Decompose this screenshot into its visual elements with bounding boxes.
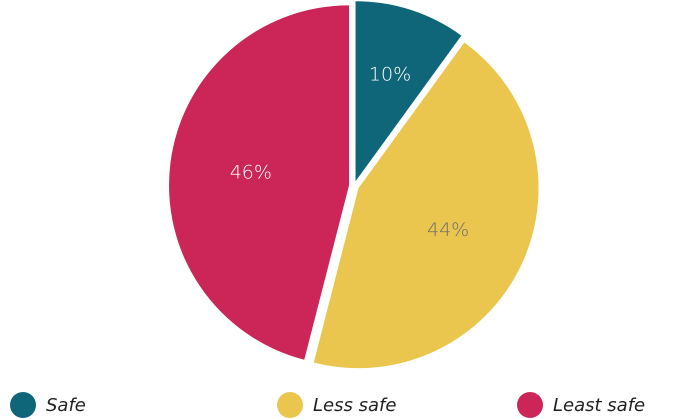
legend-item-safe[interactable]: Safe: [10, 391, 86, 419]
legend-swatch-least-safe: [517, 392, 543, 418]
pie-label-safe: 10%: [369, 64, 411, 86]
legend-label-less-safe: Less safe: [313, 394, 397, 416]
legend-item-least-safe[interactable]: Least safe: [517, 391, 645, 419]
pie-label-least-safe: 46%: [230, 161, 272, 183]
legend-item-less-safe[interactable]: Less safe: [277, 391, 396, 419]
legend-swatch-safe: [10, 392, 36, 418]
pie-slice-labels: 10% 44% 46%: [230, 64, 470, 241]
pie-slices: [169, 1, 539, 369]
pie-slice-safe[interactable]: [355, 1, 462, 182]
pie-label-less-safe: 44%: [427, 219, 469, 241]
legend-label-safe: Safe: [46, 394, 86, 416]
legend-swatch-less-safe: [277, 392, 303, 418]
pie-chart: 10% 44% 46%: [169, 1, 539, 369]
pie-slice-less-safe[interactable]: [313, 42, 539, 369]
legend-label-least-safe: Least safe: [553, 394, 646, 416]
legend: Safe Less safe Least safe: [0, 391, 680, 419]
pie-slice-least-safe[interactable]: [169, 5, 350, 360]
